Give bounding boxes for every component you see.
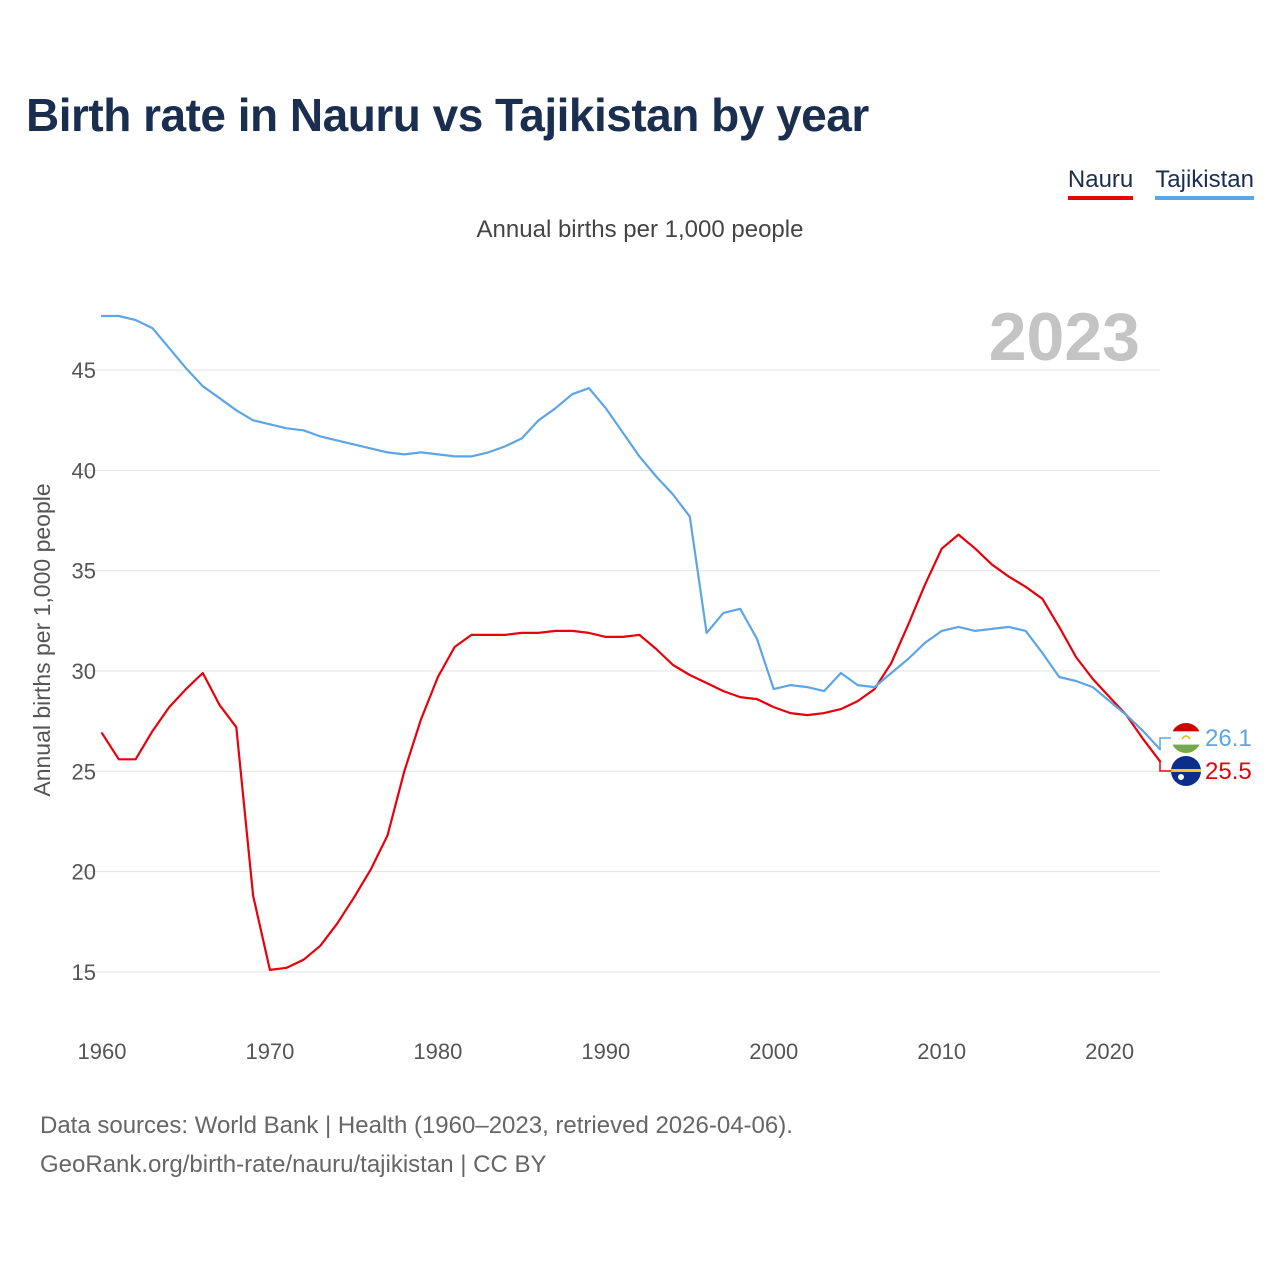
x-tick-label: 1990 <box>581 1039 630 1064</box>
footer-sources: Data sources: World Bank | Health (1960–… <box>40 1112 793 1139</box>
nauru-end-value: 25.5 <box>1205 758 1252 785</box>
legend: Nauru Tajikistan <box>1067 166 1254 200</box>
y-tick-label: 45 <box>72 358 96 383</box>
chart-subtitle: Annual births per 1,000 people <box>476 216 804 243</box>
y-tick-labels: 15 20 25 30 35 40 45 <box>72 358 96 985</box>
footer-link[interactable]: GeoRank.org/birth-rate/nauru/tajikistan … <box>40 1151 547 1178</box>
x-tick-label: 2020 <box>1085 1039 1134 1064</box>
tajikistan-end-value: 26.1 <box>1205 725 1252 752</box>
footer: Data sources: World Bank | Health (1960–… <box>40 1106 793 1184</box>
x-tick-labels: 1960 1970 1980 1990 2000 2010 2020 <box>78 1039 1135 1064</box>
x-tick-label: 1970 <box>245 1039 294 1064</box>
tajikistan-leader <box>1159 737 1172 750</box>
x-tick-label: 2000 <box>749 1039 798 1064</box>
page-title: Birth rate in Nauru vs Tajikistan by yea… <box>26 89 869 141</box>
y-tick-label: 25 <box>72 759 96 784</box>
x-tick-label: 1960 <box>78 1039 127 1064</box>
end-markers: 26.1 25.5 <box>1159 723 1252 786</box>
y-tick-label: 30 <box>72 659 96 684</box>
series-lines <box>100 314 1162 972</box>
nauru-leader <box>1159 761 1172 772</box>
series-line-nauru[interactable] <box>100 533 1162 972</box>
grid-lines <box>80 369 1160 973</box>
x-tick-label: 2010 <box>917 1039 966 1064</box>
legend-item-tajikistan[interactable]: Tajikistan <box>1155 166 1254 200</box>
y-tick-label: 35 <box>72 559 96 584</box>
nauru-flag-icon <box>1171 756 1201 786</box>
y-tick-label: 40 <box>72 458 96 483</box>
tajikistan-flag-icon <box>1171 723 1201 753</box>
y-tick-label: 20 <box>72 860 96 885</box>
y-axis-label: Annual births per 1,000 people <box>29 483 55 796</box>
year-watermark: 2023 <box>989 299 1140 375</box>
legend-item-nauru[interactable]: Nauru <box>1067 166 1134 200</box>
series-line-tajikistan[interactable] <box>100 314 1162 751</box>
y-tick-label: 15 <box>72 960 96 985</box>
x-tick-label: 1980 <box>413 1039 462 1064</box>
